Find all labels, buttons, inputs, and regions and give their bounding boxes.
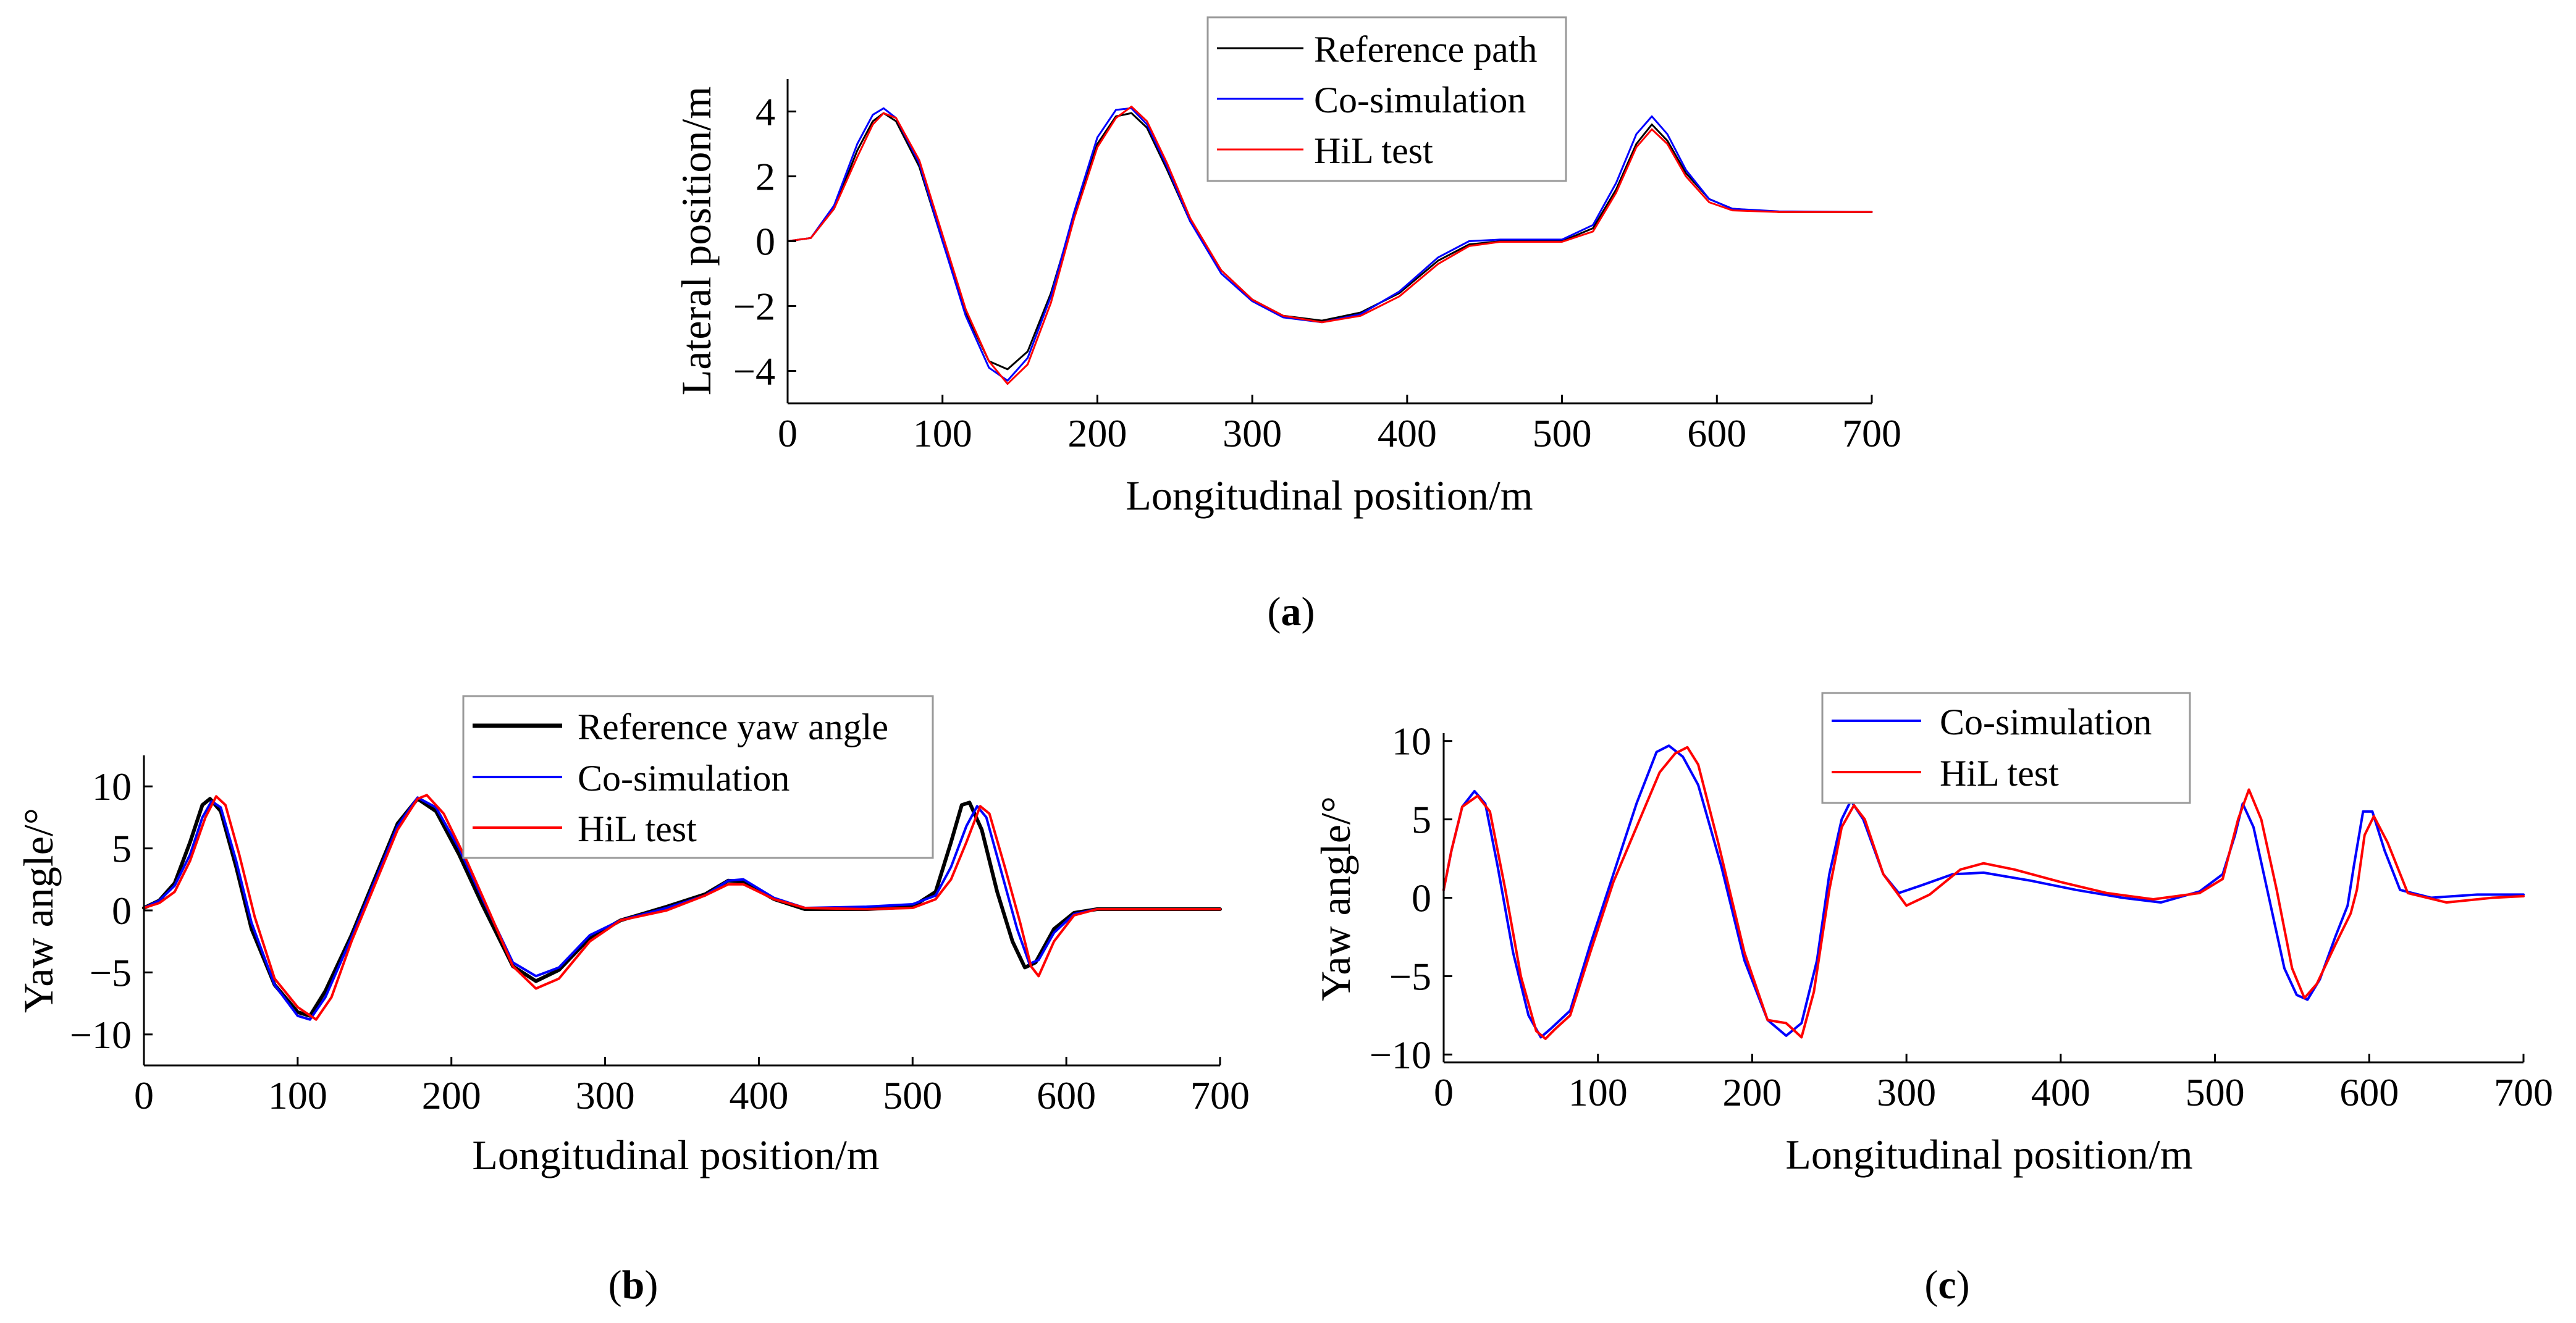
x-tick-label-b-6: 600 — [1037, 1073, 1096, 1117]
y-tick-label-b-0: −10 — [70, 1013, 132, 1057]
y-ticks-a: −4 −2 0 2 4 — [733, 90, 796, 393]
legend-b: Reference yaw angle Co-simulation HiL te… — [462, 695, 934, 859]
y-tick-label-b-3: 5 — [112, 827, 132, 871]
legend-label-a-0: Reference path — [1314, 29, 1537, 70]
x-tick-label-c-7: 700 — [2494, 1070, 2553, 1114]
y-tick-label-a-1: −2 — [733, 285, 775, 329]
series-layer-c — [1442, 744, 2525, 1040]
x-tick-label-c-1: 100 — [1568, 1070, 1628, 1114]
x-tick-label-a-6: 600 — [1687, 411, 1746, 455]
legend-label-a-2: HiL test — [1314, 130, 1433, 171]
series-line-b-0 — [142, 797, 1222, 1018]
series-layer-a — [786, 106, 1873, 385]
legend-box-c — [1821, 692, 2191, 804]
x-tick-label-c-4: 400 — [2031, 1070, 2090, 1114]
x-tick-label-c-5: 500 — [2186, 1070, 2245, 1114]
caption-a: (a) — [1268, 589, 1315, 634]
x-tick-label-b-7: 700 — [1190, 1073, 1250, 1117]
x-ticks-c: 0 100 200 300 400 500 600 700 — [1434, 1054, 2553, 1114]
chart-panel-a: 0 100 200 300 400 500 600 700 −4 −2 0 2 4 Longitudi… — [673, 16, 1901, 519]
y-axis-title-a: Lateral position/m — [673, 86, 720, 395]
series-line-b-2 — [143, 794, 1221, 1021]
chart-panel-c: 0 100 200 300 400 500 600 700 −10 −5 0 5 10 Longitu… — [1312, 692, 2553, 1178]
legend-label-c-0: Co-simulation — [1940, 702, 2152, 742]
y-tick-label-b-1: −5 — [90, 951, 132, 994]
legend-label-b-1: Co-simulation — [578, 758, 789, 799]
series-line-a-2 — [786, 106, 1873, 385]
x-ticks-a: 0 100 200 300 400 500 600 700 — [778, 395, 1901, 455]
x-ticks-b: 0 100 200 300 400 500 600 700 — [134, 1057, 1250, 1117]
y-tick-label-a-2: 0 — [756, 220, 775, 264]
y-axis-title-c: Yaw angle/° — [1312, 796, 1359, 1001]
legend-label-b-0: Reference yaw angle — [578, 707, 888, 747]
caption-b-letter: b — [622, 1262, 645, 1308]
y-tick-label-c-3: 5 — [1412, 798, 1431, 842]
y-tick-label-a-0: −4 — [733, 350, 775, 393]
y-tick-label-a-3: 2 — [756, 155, 775, 199]
y-tick-label-a-4: 4 — [756, 90, 775, 134]
series-layer-b — [142, 794, 1222, 1021]
x-tick-label-a-5: 500 — [1533, 411, 1592, 455]
legend-label-a-1: Co-simulation — [1314, 80, 1526, 120]
x-tick-label-a-2: 200 — [1067, 411, 1127, 455]
caption-a-letter: a — [1281, 589, 1302, 634]
x-tick-label-b-0: 0 — [134, 1073, 154, 1117]
x-tick-label-c-0: 0 — [1434, 1070, 1454, 1114]
y-tick-label-b-2: 0 — [112, 889, 132, 933]
x-tick-label-a-7: 700 — [1842, 411, 1901, 455]
series-line-b-1 — [143, 796, 1221, 1021]
x-tick-label-b-3: 300 — [576, 1073, 635, 1117]
caption-b: (b) — [608, 1262, 659, 1308]
x-tick-label-b-5: 500 — [883, 1073, 942, 1117]
caption-c: (c) — [1924, 1262, 1969, 1308]
x-tick-label-c-6: 600 — [2339, 1070, 2399, 1114]
x-tick-label-a-4: 400 — [1378, 411, 1437, 455]
x-tick-label-a-0: 0 — [778, 411, 798, 455]
chart-panel-b: 0 100 200 300 400 500 600 700 −10 −5 0 5 10 Longitu… — [15, 695, 1250, 1178]
x-axis-title-c: Longitudinal position/m — [1785, 1131, 2192, 1178]
y-axis-title-b: Yaw angle/° — [15, 808, 62, 1013]
x-axis-title-a: Longitudinal position/m — [1126, 472, 1533, 519]
x-tick-label-c-3: 300 — [1877, 1070, 1936, 1114]
series-line-a-1 — [786, 107, 1873, 382]
x-tick-label-b-4: 400 — [729, 1073, 788, 1117]
y-ticks-c: −10 −5 0 5 10 — [1370, 720, 1452, 1077]
x-tick-label-a-3: 300 — [1223, 411, 1282, 455]
x-tick-label-a-1: 100 — [913, 411, 972, 455]
caption-c-letter: c — [1938, 1262, 1956, 1308]
y-tick-label-c-4: 10 — [1392, 720, 1431, 763]
y-tick-label-c-2: 0 — [1412, 876, 1431, 920]
legend-c: Co-simulation HiL test — [1821, 692, 2191, 804]
y-ticks-b: −10 −5 0 5 10 — [70, 765, 153, 1057]
x-axis-title-b: Longitudinal position/m — [472, 1132, 879, 1178]
x-tick-label-c-2: 200 — [1722, 1070, 1782, 1114]
legend-label-c-1: HiL test — [1940, 753, 2059, 794]
legend-a: Reference path Co-simulation HiL test — [1206, 16, 1567, 182]
y-tick-label-b-4: 10 — [92, 765, 132, 808]
series-line-c-1 — [1442, 746, 2525, 1040]
y-tick-label-c-0: −10 — [1370, 1033, 1431, 1077]
x-tick-label-b-2: 200 — [422, 1073, 481, 1117]
y-tick-label-c-1: −5 — [1389, 954, 1431, 998]
legend-label-b-2: HiL test — [578, 808, 697, 849]
x-tick-label-b-1: 100 — [268, 1073, 327, 1117]
